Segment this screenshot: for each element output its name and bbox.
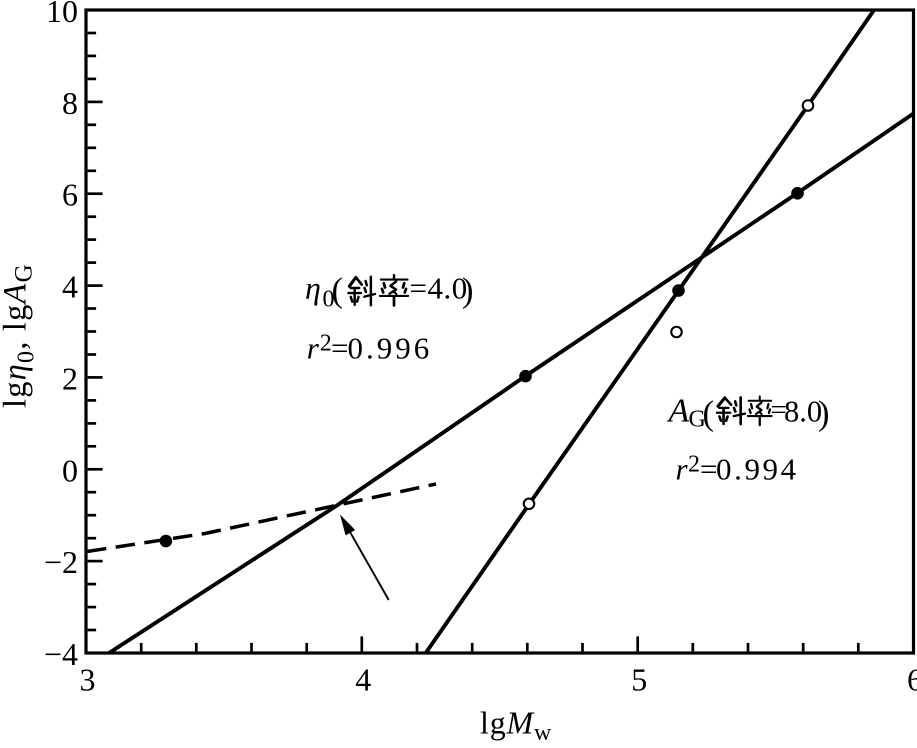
svg-text:2: 2: [62, 360, 78, 396]
svg-text:0: 0: [323, 287, 335, 313]
svg-text:5: 5: [631, 662, 647, 698]
svg-text:8.0: 8.0: [784, 395, 822, 429]
svg-text:6: 6: [62, 177, 78, 213]
svg-text:): ): [462, 272, 474, 310]
svg-text:(: (: [703, 395, 715, 433]
svg-text:=: =: [331, 331, 348, 366]
svg-text:lgη0, lgAG: lgη0, lgAG: [0, 263, 40, 408]
svg-text:=: =: [410, 271, 427, 306]
svg-text:0.996: 0.996: [348, 331, 433, 366]
svg-text:6: 6: [907, 662, 917, 698]
svg-text:10: 10: [46, 0, 78, 29]
svg-text:2: 2: [688, 452, 700, 478]
svg-text:r: r: [676, 452, 689, 487]
svg-text:A: A: [667, 393, 690, 430]
svg-text:0.994: 0.994: [716, 452, 799, 487]
svg-text:η: η: [305, 270, 321, 306]
svg-text:(: (: [332, 272, 344, 310]
svg-text:): ): [818, 395, 830, 433]
svg-text:2: 2: [320, 331, 332, 357]
svg-text:=: =: [700, 452, 717, 487]
svg-text:r: r: [307, 331, 320, 366]
svg-text:G: G: [689, 407, 706, 433]
svg-text:−2: −2: [44, 544, 78, 580]
svg-text:4: 4: [355, 662, 371, 698]
svg-text:8: 8: [62, 85, 78, 121]
svg-text:−4: −4: [44, 636, 78, 672]
svg-text:0: 0: [62, 452, 78, 488]
svg-text:4.0: 4.0: [428, 271, 468, 306]
svg-text:3: 3: [80, 662, 96, 698]
svg-text:4: 4: [62, 269, 78, 305]
svg-text:=: =: [771, 394, 787, 426]
